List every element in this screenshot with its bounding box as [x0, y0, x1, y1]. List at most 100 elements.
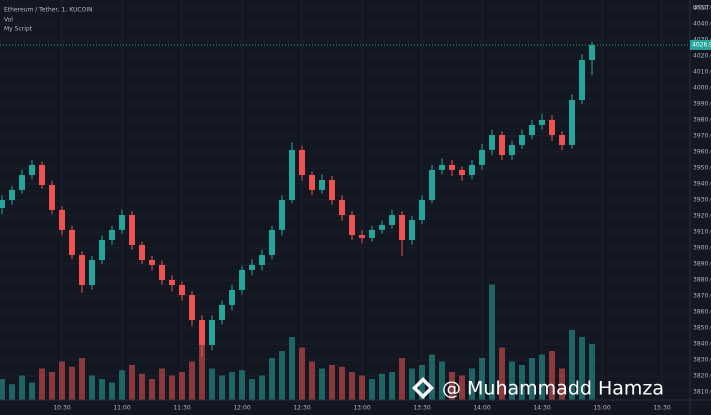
- volume-bar: [499, 347, 505, 400]
- candle-body: [409, 220, 415, 240]
- volume-bar: [0, 379, 5, 400]
- candle-body: [319, 180, 325, 190]
- volume-bar: [199, 344, 205, 400]
- y-tick-label: 3820.00: [693, 373, 711, 380]
- x-tick-label: 12:00: [233, 405, 250, 412]
- candle-body: [219, 304, 225, 320]
- x-tick-label: 12:30: [293, 405, 310, 412]
- candle-body: [159, 264, 165, 280]
- volume-bar: [329, 365, 335, 400]
- candle-body: [29, 164, 35, 176]
- candle-body: [439, 164, 445, 170]
- volume-bar: [139, 373, 145, 400]
- volume-bar: [349, 372, 355, 400]
- volume-bar: [379, 373, 385, 400]
- volume-bar: [169, 375, 175, 400]
- volume-bar: [589, 344, 595, 400]
- candle-body: [109, 229, 115, 240]
- volume-bar: [189, 361, 195, 400]
- candle-body: [589, 44, 595, 60]
- y-tick-label: 4020.00: [693, 53, 711, 60]
- y-tick-label: 3950.00: [693, 165, 711, 172]
- volume-bar: [39, 368, 45, 400]
- y-tick-label: 3920.00: [693, 213, 711, 220]
- volume-bar: [489, 284, 495, 400]
- volume-bar: [229, 372, 235, 400]
- candle-body: [79, 255, 85, 285]
- volume-bar: [569, 330, 575, 400]
- y-tick-label: 3850.00: [693, 325, 711, 332]
- volume-bar: [99, 379, 105, 400]
- volume-bar: [119, 370, 125, 400]
- candle-body: [379, 224, 385, 230]
- y-tick-label: 3870.00: [693, 293, 711, 300]
- x-tick-label: 14:00: [473, 405, 490, 412]
- candle-body: [169, 280, 175, 285]
- y-tick-label: 4040.00: [693, 21, 711, 28]
- candle-body: [559, 135, 565, 145]
- volume-bar: [149, 379, 155, 400]
- volume-bar: [429, 354, 435, 400]
- candle-body: [69, 229, 75, 256]
- y-tick-label: 3910.00: [693, 229, 711, 236]
- candle-body: [389, 215, 395, 225]
- y-tick-label: 3840.00: [693, 341, 711, 348]
- volume-bar: [389, 372, 395, 400]
- candle-body: [499, 135, 505, 156]
- candle-body: [449, 164, 455, 170]
- volume-bar: [539, 354, 545, 400]
- volume-bar: [269, 358, 275, 400]
- candle-body: [239, 269, 245, 290]
- volume-bar: [239, 370, 245, 400]
- candle-body: [89, 260, 95, 285]
- candle-body: [309, 175, 315, 190]
- x-tick-label: 13:00: [353, 405, 370, 412]
- candle-body: [129, 215, 135, 245]
- candle-body: [99, 240, 105, 260]
- volume-bar: [339, 366, 345, 400]
- volume-bar: [559, 368, 565, 400]
- candle-body: [569, 100, 575, 145]
- x-tick-label: 13:30: [413, 405, 430, 412]
- y-tick-label: 3960.00: [693, 149, 711, 156]
- y-tick-label: 3880.00: [693, 277, 711, 284]
- candle-body: [229, 289, 235, 305]
- volume-bar: [469, 368, 475, 400]
- watermark-logo: [412, 377, 434, 399]
- candle-body: [459, 169, 465, 176]
- volume-bar: [49, 372, 55, 400]
- x-tick-label: 14:30: [533, 405, 550, 412]
- volume-bar: [279, 351, 285, 400]
- volume-bar: [59, 361, 65, 400]
- y-tick-label: 3830.00: [693, 357, 711, 364]
- candle-body: [269, 229, 275, 256]
- candle-body: [19, 175, 25, 190]
- watermark: @ Muhammadd Hamza: [442, 378, 664, 400]
- candle-body: [489, 135, 495, 150]
- candles: [0, 41, 595, 357]
- candle-body: [529, 124, 535, 136]
- volume-bar: [179, 372, 185, 400]
- volume-bar: [289, 337, 295, 400]
- y-tick-label: 4050.00: [693, 5, 711, 12]
- candle-body: [469, 164, 475, 176]
- volume-bar: [29, 382, 35, 400]
- volume-bar: [319, 368, 325, 400]
- volume-bar: [369, 379, 375, 400]
- last-price-box: [690, 39, 711, 50]
- candle-body: [419, 200, 425, 220]
- candle-body: [519, 135, 525, 145]
- y-tick-label: 4010.00: [693, 69, 711, 76]
- volume-bar: [549, 351, 555, 400]
- candle-body: [289, 149, 295, 200]
- volume-bar: [259, 375, 265, 400]
- y-tick-label: 3990.00: [693, 101, 711, 108]
- candle-body: [209, 320, 215, 345]
- volume-bar: [9, 384, 15, 400]
- candle-body: [49, 184, 55, 210]
- y-tick-label: 3810.00: [693, 389, 711, 396]
- volume-bar: [479, 358, 485, 400]
- y-tick-label: 3980.00: [693, 117, 711, 124]
